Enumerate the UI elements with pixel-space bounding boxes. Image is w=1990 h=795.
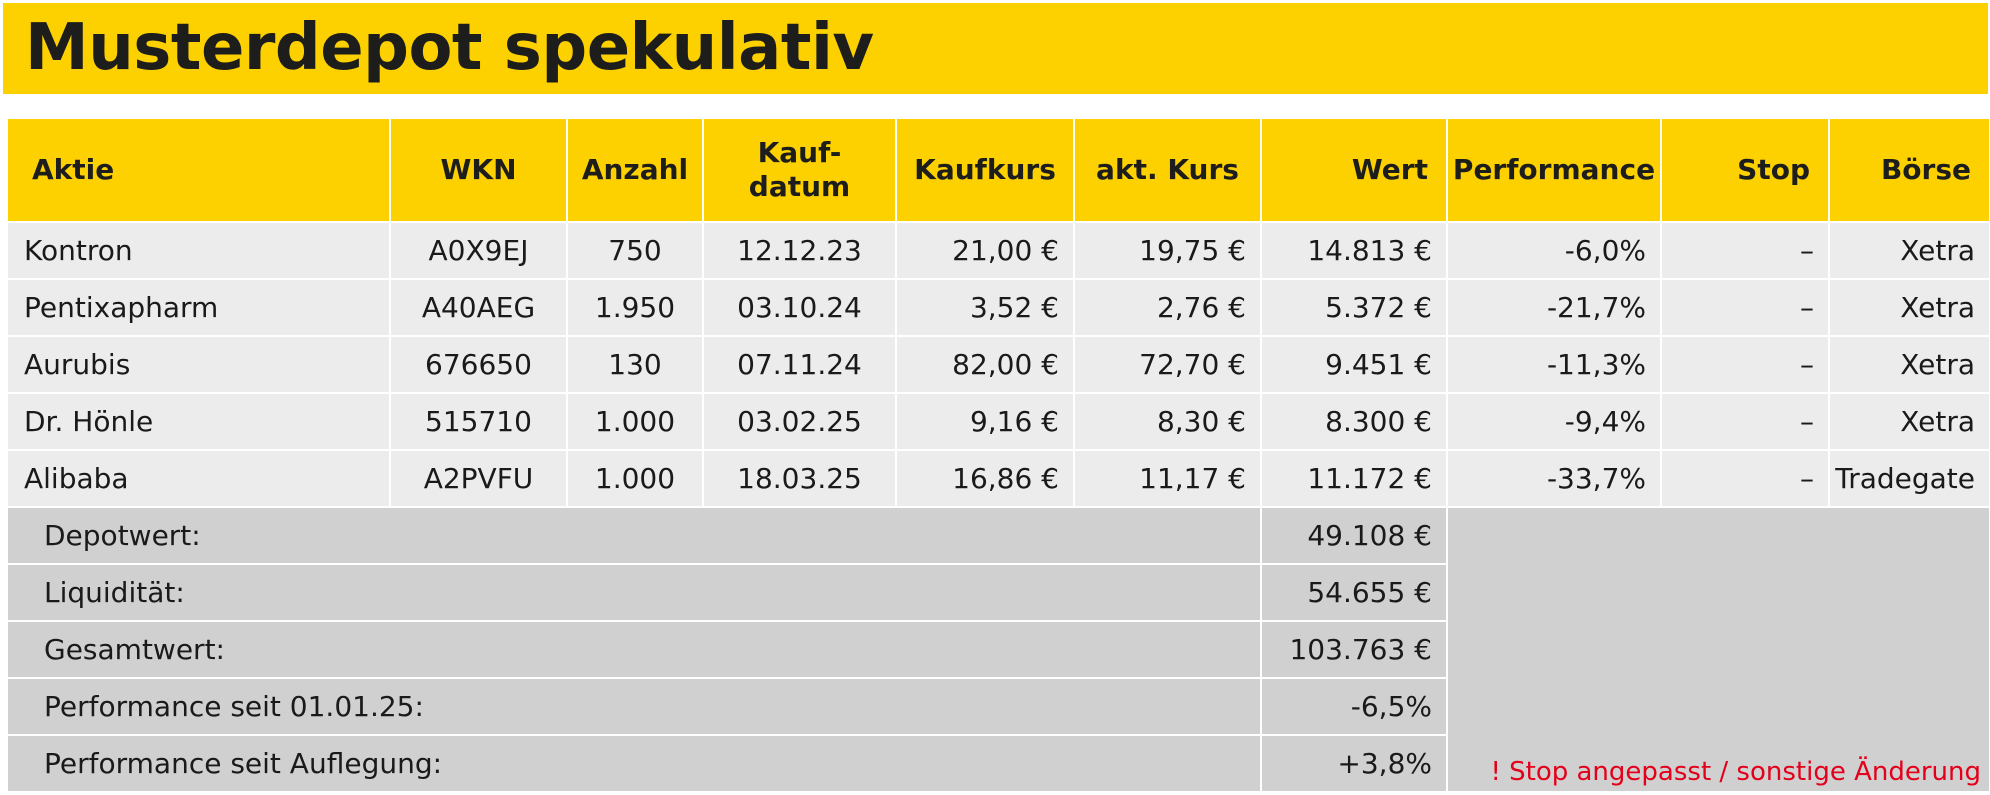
- cell-anzahl: 1.950: [566, 278, 704, 337]
- cell-performance: -11,3%: [1446, 335, 1662, 394]
- cell-stop: –: [1660, 335, 1830, 394]
- change-note: ! Stop angepasst / sonstige Änderung: [1446, 506, 1990, 793]
- table-row: Pentixapharm A40AEG 1.950 03.10.24 3,52 …: [6, 278, 1990, 337]
- summary-value: +3,8%: [1260, 734, 1448, 793]
- cell-wert: 8.300 €: [1260, 392, 1448, 451]
- depot-table: Aktie WKN Anzahl Kauf-datum Kaufkurs akt…: [6, 117, 1990, 793]
- cell-aktie: Dr. Hönle: [6, 392, 391, 451]
- summary-value: 103.763 €: [1260, 620, 1448, 679]
- cell-performance: -33,7%: [1446, 449, 1662, 508]
- cell-kaufkurs: 9,16 €: [895, 392, 1075, 451]
- cell-stop: –: [1660, 392, 1830, 451]
- title-bar: Musterdepot spekulativ: [3, 3, 1988, 94]
- col-header-boerse: Börse: [1828, 117, 1990, 223]
- cell-wert: 5.372 €: [1260, 278, 1448, 337]
- cell-wert: 11.172 €: [1260, 449, 1448, 508]
- cell-wkn: A2PVFU: [389, 449, 568, 508]
- col-header-aktie: Aktie: [6, 117, 391, 223]
- cell-aktie: Aurubis: [6, 335, 391, 394]
- cell-anzahl: 130: [566, 335, 704, 394]
- col-header-kaufdatum: Kauf-datum: [702, 117, 897, 223]
- col-header-wkn: WKN: [389, 117, 568, 223]
- summary-value: -6,5%: [1260, 677, 1448, 736]
- table-row: Dr. Hönle 515710 1.000 03.02.25 9,16 € 8…: [6, 392, 1990, 451]
- summary-label: Liquidität:: [6, 563, 1262, 622]
- cell-boerse: Tradegate: [1828, 449, 1990, 508]
- cell-performance: -21,7%: [1446, 278, 1662, 337]
- summary-row-liquiditaet: Liquidität: 54.655 €: [6, 563, 1990, 622]
- cell-wkn: 515710: [389, 392, 568, 451]
- col-header-kaufdatum-line1: Kauf-: [757, 136, 842, 169]
- cell-stop: –: [1660, 449, 1830, 508]
- table-row: Alibaba A2PVFU 1.000 18.03.25 16,86 € 11…: [6, 449, 1990, 508]
- cell-kaufkurs: 16,86 €: [895, 449, 1075, 508]
- summary-value: 49.108 €: [1260, 506, 1448, 565]
- cell-boerse: Xetra: [1828, 221, 1990, 280]
- col-header-wert: Wert: [1260, 117, 1448, 223]
- col-header-kaufdatum-line2: datum: [748, 170, 851, 203]
- cell-wert: 14.813 €: [1260, 221, 1448, 280]
- col-header-kaufkurs: Kaufkurs: [895, 117, 1075, 223]
- cell-kaufdatum: 12.12.23: [702, 221, 897, 280]
- page-title: Musterdepot spekulativ: [25, 11, 874, 85]
- cell-anzahl: 1.000: [566, 392, 704, 451]
- cell-wkn: A0X9EJ: [389, 221, 568, 280]
- cell-kaufkurs: 82,00 €: [895, 335, 1075, 394]
- cell-aktie: Pentixapharm: [6, 278, 391, 337]
- cell-kaufdatum: 03.10.24: [702, 278, 897, 337]
- cell-stop: –: [1660, 221, 1830, 280]
- summary-row-gesamtwert: Gesamtwert: 103.763 €: [6, 620, 1990, 679]
- cell-akt-kurs: 72,70 €: [1073, 335, 1262, 394]
- cell-wert: 9.451 €: [1260, 335, 1448, 394]
- cell-kaufkurs: 3,52 €: [895, 278, 1075, 337]
- col-header-performance: Performance: [1446, 117, 1662, 223]
- cell-boerse: Xetra: [1828, 278, 1990, 337]
- cell-akt-kurs: 2,76 €: [1073, 278, 1262, 337]
- cell-aktie: Kontron: [6, 221, 391, 280]
- cell-performance: -9,4%: [1446, 392, 1662, 451]
- summary-value: 54.655 €: [1260, 563, 1448, 622]
- table-row: Aurubis 676650 130 07.11.24 82,00 € 72,7…: [6, 335, 1990, 394]
- cell-aktie: Alibaba: [6, 449, 391, 508]
- cell-kaufdatum: 03.02.25: [702, 392, 897, 451]
- cell-kaufkurs: 21,00 €: [895, 221, 1075, 280]
- cell-wkn: A40AEG: [389, 278, 568, 337]
- cell-stop: –: [1660, 278, 1830, 337]
- col-header-akt-kurs: akt. Kurs: [1073, 117, 1262, 223]
- summary-row-performance-total: Performance seit Auflegung: +3,8%: [6, 734, 1990, 793]
- cell-akt-kurs: 19,75 €: [1073, 221, 1262, 280]
- col-header-anzahl: Anzahl: [566, 117, 704, 223]
- cell-kaufdatum: 18.03.25: [702, 449, 897, 508]
- summary-label: Performance seit Auflegung:: [6, 734, 1262, 793]
- cell-boerse: Xetra: [1828, 392, 1990, 451]
- col-header-stop: Stop: [1660, 117, 1830, 223]
- summary-label: Gesamtwert:: [6, 620, 1262, 679]
- cell-performance: -6,0%: [1446, 221, 1662, 280]
- summary-label: Depotwert:: [6, 506, 1262, 565]
- cell-anzahl: 1.000: [566, 449, 704, 508]
- cell-kaufdatum: 07.11.24: [702, 335, 897, 394]
- summary-label: Performance seit 01.01.25:: [6, 677, 1262, 736]
- cell-anzahl: 750: [566, 221, 704, 280]
- summary-row-performance-ytd: Performance seit 01.01.25: -6,5%: [6, 677, 1990, 736]
- table-row: Kontron A0X9EJ 750 12.12.23 21,00 € 19,7…: [6, 221, 1990, 280]
- table-header-row: Aktie WKN Anzahl Kauf-datum Kaufkurs akt…: [6, 117, 1990, 223]
- summary-row-depotwert: Depotwert: 49.108 € ! Stop angepasst / s…: [6, 506, 1990, 793]
- cell-boerse: Xetra: [1828, 335, 1990, 394]
- cell-akt-kurs: 8,30 €: [1073, 392, 1262, 451]
- cell-wkn: 676650: [389, 335, 568, 394]
- cell-akt-kurs: 11,17 €: [1073, 449, 1262, 508]
